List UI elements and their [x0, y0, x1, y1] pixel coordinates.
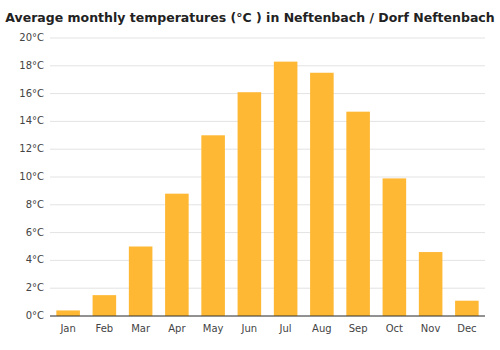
grid-line: [50, 38, 485, 39]
background: [0, 0, 500, 350]
y-tick-label: 4°C: [26, 254, 44, 265]
y-tick-label: 18°C: [19, 60, 44, 71]
bar: [129, 247, 153, 317]
bar: [165, 194, 189, 316]
x-tick-label: Apr: [168, 323, 186, 334]
x-tick-label: Jun: [241, 323, 258, 334]
title: Average monthly temperatures (°C ) in Ne…: [5, 10, 494, 25]
x-tick-label: Jul: [279, 323, 292, 334]
x-axis-line: [50, 316, 485, 317]
grid-line: [50, 149, 485, 150]
y-axis: 0°C 2°C 4°C 6°C 8°C 10°C 12°C 14°C 16°C 18°C 20°C: [19, 32, 44, 321]
bar: [93, 295, 117, 316]
x-tick-label: Aug: [312, 323, 332, 334]
chart-container: Average monthly temperatures (°C ) in Ne…: [0, 0, 500, 350]
bar: [419, 252, 443, 316]
bar: [383, 178, 407, 316]
grid-line: [50, 121, 485, 122]
y-tick-label: 0°C: [26, 310, 44, 321]
x-tick-label: Oct: [386, 323, 403, 334]
bar: [56, 310, 80, 316]
bars: [56, 62, 478, 316]
chart: Average monthly temperatures (°C ) in Ne…: [0, 0, 500, 350]
y-tick-label: 10°C: [19, 171, 44, 182]
y-tick-label: 16°C: [19, 88, 44, 99]
y-tick-label: 2°C: [26, 282, 44, 293]
x-tick-label: Sep: [349, 323, 368, 334]
grid-line: [50, 93, 485, 94]
x-tick-label: Nov: [421, 323, 441, 334]
grid: [50, 38, 485, 316]
bar: [455, 301, 479, 316]
x-tick-label: May: [203, 323, 224, 334]
grid-line: [50, 204, 485, 205]
y-tick-label: 20°C: [19, 32, 44, 43]
x-axis: Jan Feb Mar Apr May Jun Jul Aug Sep Oct Nov Dec: [50, 316, 485, 334]
bar: [274, 62, 298, 316]
y-tick-label: 8°C: [26, 199, 44, 210]
bar: [201, 135, 225, 316]
grid-line: [50, 232, 485, 233]
bar: [238, 92, 262, 316]
grid-line: [50, 177, 485, 178]
grid-line: [50, 65, 485, 66]
x-tick-label: Mar: [131, 323, 151, 334]
y-tick-label: 14°C: [19, 115, 44, 126]
bar: [310, 73, 334, 316]
y-tick-label: 12°C: [19, 143, 44, 154]
x-tick-label: Feb: [96, 323, 114, 334]
grid-line: [50, 316, 485, 317]
bar: [346, 112, 370, 316]
x-tick-label: Dec: [457, 323, 476, 334]
x-tick-label: Jan: [59, 323, 75, 334]
y-tick-label: 6°C: [26, 227, 44, 238]
